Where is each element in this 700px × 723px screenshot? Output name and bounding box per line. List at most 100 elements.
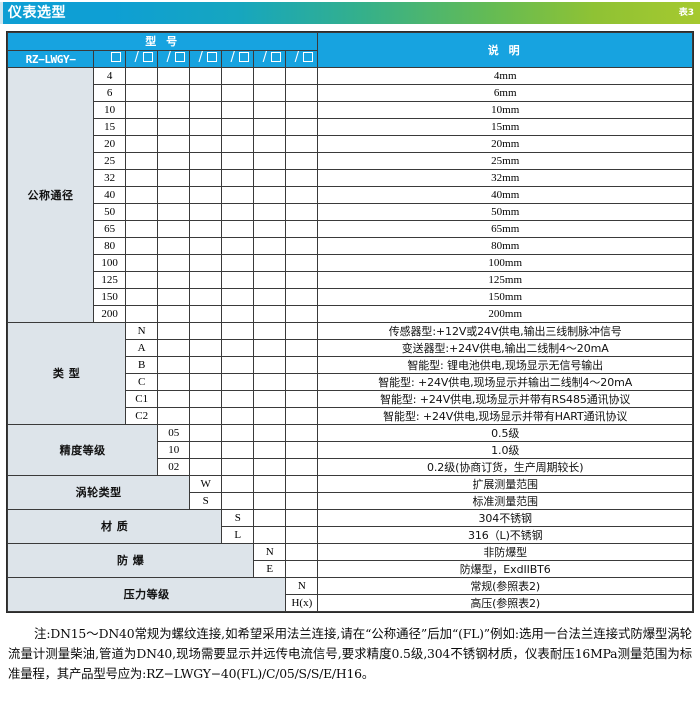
- option-code[interactable]: 40: [93, 186, 127, 204]
- option-code[interactable]: N: [125, 322, 159, 340]
- option-code[interactable]: S: [189, 492, 223, 510]
- option-code[interactable]: C2: [125, 407, 159, 425]
- option-code[interactable]: 80: [93, 237, 127, 255]
- option-description: 智能型: 锂电池供电,现场显示无信号输出: [317, 356, 693, 374]
- empty-slot-cell: [285, 118, 319, 136]
- empty-slot-cell: [221, 322, 255, 340]
- option-description: 100mm: [317, 254, 693, 272]
- empty-slot-cell: [253, 288, 287, 306]
- slot-slash-icon: /: [294, 50, 300, 65]
- empty-slot-cell: [125, 288, 159, 306]
- model-header-cell: 型 号: [6, 32, 319, 51]
- slot-box-icon: [206, 52, 217, 62]
- section-label-5: 防 爆: [6, 543, 255, 578]
- model-slot-7[interactable]: /: [285, 50, 319, 68]
- option-code[interactable]: 20: [93, 135, 127, 153]
- option-description: 传感器型:+12V或24V供电,输出三线制脉冲信号: [317, 322, 693, 340]
- option-code[interactable]: 100: [93, 254, 127, 272]
- empty-slot-cell: [157, 407, 191, 425]
- model-slot-4[interactable]: /: [189, 50, 223, 68]
- option-code[interactable]: 10: [93, 101, 127, 119]
- empty-slot-cell: [221, 339, 255, 357]
- option-code[interactable]: 50: [93, 203, 127, 221]
- option-code[interactable]: 05: [157, 424, 191, 442]
- empty-slot-cell: [221, 458, 255, 476]
- option-code[interactable]: N: [285, 577, 319, 595]
- option-description: 40mm: [317, 186, 693, 204]
- option-code[interactable]: H(x): [285, 594, 319, 612]
- option-code[interactable]: 150: [93, 288, 127, 306]
- empty-slot-cell: [221, 271, 255, 289]
- empty-slot-cell: [125, 118, 159, 136]
- option-code[interactable]: C: [125, 373, 159, 391]
- option-code[interactable]: 65: [93, 220, 127, 238]
- option-code[interactable]: C1: [125, 390, 159, 408]
- table-row: 涡轮类型 W 扩展测量范围: [6, 475, 693, 510]
- option-code[interactable]: 4: [93, 67, 127, 85]
- option-code[interactable]: 6: [93, 84, 127, 102]
- option-code[interactable]: E: [253, 560, 287, 578]
- empty-slot-cell: [253, 186, 287, 204]
- option-code[interactable]: 125: [93, 271, 127, 289]
- option-code[interactable]: B: [125, 356, 159, 374]
- model-slot-3[interactable]: /: [157, 50, 191, 68]
- empty-slot-cell: [285, 84, 319, 102]
- empty-slot-cell: [285, 543, 319, 561]
- option-code[interactable]: L: [221, 526, 255, 544]
- option-code[interactable]: S: [221, 509, 255, 527]
- empty-slot-cell: [157, 101, 191, 119]
- empty-slot-cell: [189, 118, 223, 136]
- section-label-3: 涡轮类型: [6, 475, 191, 510]
- empty-slot-cell: [285, 526, 319, 544]
- option-code[interactable]: 02: [157, 458, 191, 476]
- model-slot-1[interactable]: [93, 50, 127, 68]
- option-description: 125mm: [317, 271, 693, 289]
- table-header-row-2: RZ−LWGY− / / / / / /: [6, 50, 693, 68]
- option-code[interactable]: 10: [157, 441, 191, 459]
- selection-table: 型 号说 明 RZ−LWGY− / / / / / / 公称通径 4 4mm 6 6mm 10 10mm 15…: [6, 32, 693, 612]
- model-slot-5[interactable]: /: [221, 50, 255, 68]
- empty-slot-cell: [221, 492, 255, 510]
- empty-slot-cell: [253, 492, 287, 510]
- empty-slot-cell: [157, 67, 191, 85]
- empty-slot-cell: [253, 118, 287, 136]
- empty-slot-cell: [253, 526, 287, 544]
- empty-slot-cell: [285, 169, 319, 187]
- empty-slot-cell: [221, 390, 255, 408]
- table-row: L 316（L)不锈钢: [8, 526, 693, 544]
- empty-slot-cell: [189, 339, 223, 357]
- description-header-cell: 说 明: [317, 32, 693, 68]
- option-code[interactable]: 15: [93, 118, 127, 136]
- option-description: 防爆型，ExdIIBT6: [317, 560, 693, 578]
- empty-slot-cell: [125, 84, 159, 102]
- option-code[interactable]: W: [189, 475, 223, 493]
- empty-slot-cell: [285, 390, 319, 408]
- empty-slot-cell: [221, 118, 255, 136]
- empty-slot-cell: [221, 135, 255, 153]
- empty-slot-cell: [189, 220, 223, 238]
- empty-slot-cell: [221, 237, 255, 255]
- empty-slot-cell: [157, 186, 191, 204]
- empty-slot-cell: [253, 509, 287, 527]
- empty-slot-cell: [285, 560, 319, 578]
- empty-slot-cell: [125, 169, 159, 187]
- empty-slot-cell: [221, 475, 255, 493]
- empty-slot-cell: [253, 271, 287, 289]
- option-description: 150mm: [317, 288, 693, 306]
- empty-slot-cell: [157, 152, 191, 170]
- option-code[interactable]: 200: [93, 305, 127, 323]
- model-slot-6[interactable]: /: [253, 50, 287, 68]
- table-row: 02 0.2级(协商订货，生产周期较长): [8, 458, 693, 476]
- empty-slot-cell: [125, 237, 159, 255]
- option-code[interactable]: N: [253, 543, 287, 561]
- option-code[interactable]: 32: [93, 169, 127, 187]
- model-slot-2[interactable]: /: [125, 50, 159, 68]
- empty-slot-cell: [157, 390, 191, 408]
- empty-slot-cell: [189, 271, 223, 289]
- empty-slot-cell: [221, 220, 255, 238]
- empty-slot-cell: [221, 186, 255, 204]
- option-code[interactable]: A: [125, 339, 159, 357]
- option-code[interactable]: 25: [93, 152, 127, 170]
- empty-slot-cell: [285, 305, 319, 323]
- option-description: 4mm: [317, 67, 693, 85]
